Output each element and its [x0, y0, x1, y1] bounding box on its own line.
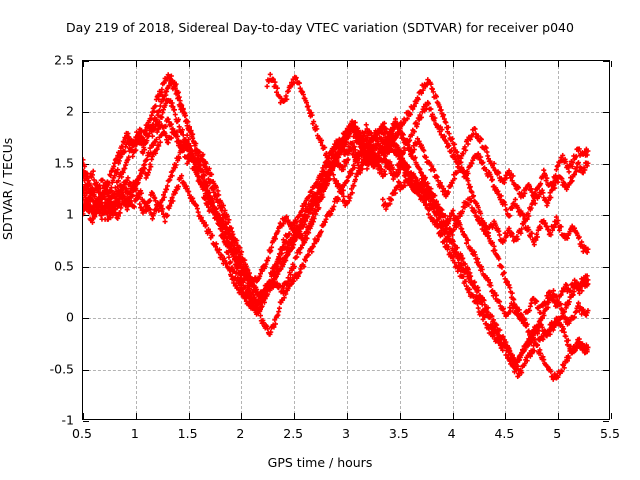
x-tick-mark — [83, 61, 84, 67]
x-tick-mark — [135, 413, 137, 419]
y-tick-label: 0.5 — [54, 258, 74, 274]
x-tick-label: 5 — [553, 426, 562, 441]
y-tick-mark — [603, 421, 609, 422]
y-tick-mark — [603, 61, 609, 62]
x-tick-mark — [294, 413, 296, 419]
y-tick-label: 1 — [66, 206, 74, 222]
y-axis-title: SDTVAR / TECUs — [0, 137, 15, 240]
y-tick-mark — [83, 266, 89, 268]
x-tick-mark — [505, 61, 507, 67]
x-tick-mark — [505, 413, 507, 419]
x-tick-label: 3 — [342, 426, 350, 441]
y-tick-label: -0.5 — [49, 361, 74, 377]
x-tick-label: 4.5 — [494, 426, 515, 441]
y-tick-mark — [603, 318, 609, 320]
gridline-horizontal — [83, 369, 609, 371]
data-series — [83, 132, 591, 372]
y-tick-mark — [83, 369, 89, 371]
x-tick-mark — [347, 61, 348, 67]
gridline-vertical — [241, 61, 243, 419]
x-axis-title: GPS time / hours — [267, 455, 373, 470]
y-tick-mark — [603, 215, 609, 217]
x-tick-mark — [188, 413, 190, 419]
x-tick-mark — [241, 61, 243, 67]
x-tick-label: 2 — [236, 426, 245, 441]
x-tick-label: 4 — [447, 426, 456, 441]
gridline-vertical — [347, 61, 348, 419]
x-tick-label: 5.5 — [600, 426, 620, 441]
x-tick-label: 2.5 — [283, 426, 304, 441]
x-tick-mark — [399, 61, 401, 67]
x-tick-label: 0.5 — [72, 426, 92, 441]
x-tick-mark — [558, 61, 560, 67]
y-tick-mark — [603, 369, 609, 371]
gridline-horizontal — [83, 112, 609, 114]
chart-title: Day 219 of 2018, Sidereal Day-to-day VTE… — [66, 20, 574, 35]
x-tick-label: 3.5 — [388, 426, 409, 441]
gridline-horizontal — [83, 266, 609, 268]
y-tick-mark — [83, 318, 89, 320]
gridline-horizontal — [83, 318, 609, 320]
x-tick-mark — [188, 61, 190, 67]
x-tick-label: 1.5 — [177, 426, 198, 441]
x-tick-label: 1 — [130, 426, 139, 441]
gridline-vertical — [135, 61, 137, 419]
y-tick-mark — [83, 112, 89, 114]
x-tick-mark — [611, 413, 612, 419]
y-tick-mark — [603, 112, 609, 114]
gridline-horizontal — [83, 215, 609, 217]
x-tick-mark — [399, 413, 401, 419]
y-tick-mark — [83, 61, 89, 62]
gridline-vertical — [399, 61, 401, 419]
y-tick-label: 0 — [66, 309, 74, 325]
y-tick-label: 2.5 — [54, 52, 74, 68]
y-tick-label: 1.5 — [54, 155, 74, 171]
data-series — [380, 177, 427, 212]
y-tick-mark — [603, 163, 609, 165]
x-tick-mark — [83, 413, 84, 419]
gridline-vertical — [188, 61, 190, 419]
x-tick-mark — [611, 61, 612, 67]
data-series — [83, 73, 591, 313]
gridline-vertical — [558, 61, 560, 419]
x-tick-mark — [558, 413, 560, 419]
x-tick-mark — [452, 413, 454, 419]
x-tick-mark — [135, 61, 137, 67]
y-tick-label: -1 — [61, 412, 74, 428]
y-tick-mark — [603, 266, 609, 268]
y-tick-mark — [83, 215, 89, 217]
plot-area — [82, 60, 612, 422]
data-series-layer — [83, 71, 591, 382]
x-tick-mark — [452, 61, 454, 67]
x-tick-mark — [241, 413, 243, 419]
y-tick-label: 2 — [66, 103, 74, 119]
data-series — [83, 72, 591, 285]
x-tick-mark — [294, 61, 296, 67]
x-tick-mark — [347, 413, 348, 419]
y-tick-mark — [83, 421, 89, 422]
